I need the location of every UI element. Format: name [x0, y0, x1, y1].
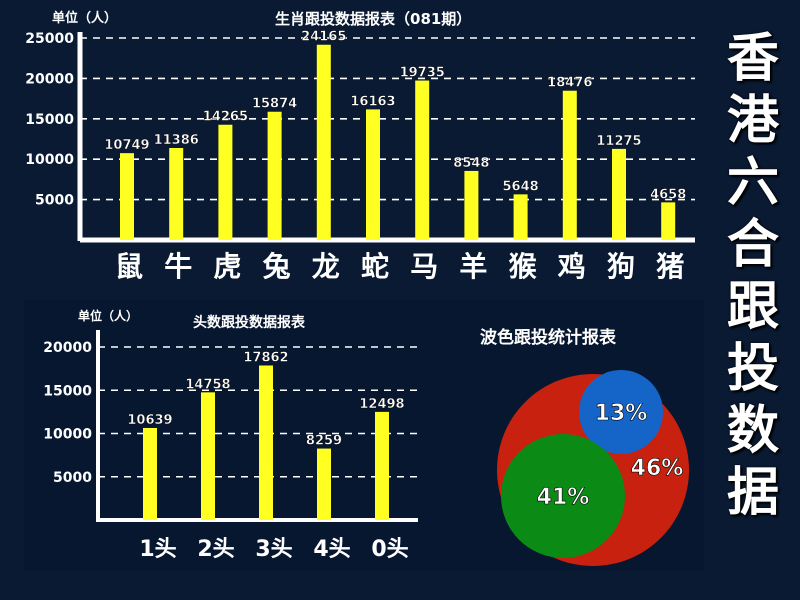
- top-chart-bar: [661, 202, 676, 240]
- side-title-char: 港: [726, 91, 779, 151]
- top-chart-value-label: 11275: [596, 134, 641, 149]
- top-chart-category-label: 牛: [164, 250, 192, 283]
- pie-slice-green: [501, 434, 625, 558]
- bottom-chart-value-label: 17862: [243, 350, 288, 365]
- bottom-chart-value-label: 14758: [185, 377, 230, 392]
- top-chart-value-label: 10749: [104, 138, 149, 153]
- top-chart-value-label: 16163: [350, 94, 395, 109]
- side-title-char: 跟: [726, 277, 779, 337]
- top-chart-bar: [415, 80, 430, 240]
- pie-chart: 波色跟投统计报表 13% 46% 41%: [480, 327, 689, 566]
- top-chart: 生肖跟投数据报表（081期） 单位（人） 5000 10000 15000 20000…: [25, 10, 695, 283]
- pie-slice-blue: [579, 370, 663, 454]
- top-chart-bar: [120, 153, 134, 240]
- top-chart-value-label: 8548: [453, 156, 489, 171]
- top-chart-tick-label: 5000: [35, 193, 74, 209]
- bottom-chart-bar: [143, 427, 157, 520]
- bottom-chart-bar: [259, 365, 273, 520]
- top-chart-tick-label: 20000: [25, 71, 74, 87]
- bottom-chart-category-label: 4头: [313, 537, 350, 562]
- top-chart-value-label: 18476: [547, 76, 592, 91]
- top-chart-tick-label: 15000: [25, 112, 74, 128]
- top-chart-value-label: 14265: [203, 110, 248, 125]
- top-chart-tick-label: 10000: [25, 152, 74, 168]
- side-title: 香 港 六 合 跟 投 数 据: [718, 28, 788, 524]
- top-chart-value-label: 19735: [400, 66, 445, 81]
- top-chart-category-label: 兔: [263, 250, 291, 283]
- top-chart-value-label: 24165: [301, 30, 346, 45]
- top-chart-title: 生肖跟投数据报表（081期）: [275, 10, 471, 28]
- top-chart-bar: [562, 90, 577, 240]
- bottom-chart-tick-label: 5000: [53, 470, 92, 486]
- bottom-chart-bar: [375, 411, 389, 520]
- bottom-chart-category-label: 1头: [139, 537, 176, 562]
- side-title-char: 据: [726, 463, 779, 523]
- side-title-char: 香: [726, 29, 779, 89]
- bottom-chart-value-label: 10639: [127, 413, 172, 428]
- top-chart-bar: [513, 194, 528, 240]
- bottom-chart-value-label: 8259: [306, 434, 342, 449]
- bottom-chart-bar: [317, 448, 331, 520]
- bottom-chart-category-label: 2头: [197, 537, 234, 562]
- top-chart-category-label: 马: [410, 250, 438, 283]
- top-chart-category-label: 鼠: [115, 250, 143, 283]
- top-chart-bar: [612, 148, 626, 240]
- top-chart-bar: [267, 111, 282, 240]
- top-chart-value-label: 5648: [503, 179, 539, 194]
- top-chart-tick-label: 25000: [25, 31, 74, 47]
- bottom-chart-tick-label: 20000: [43, 340, 92, 356]
- side-title-char: 数: [726, 401, 779, 461]
- bottom-chart-title: 头数跟投数据报表: [193, 314, 306, 331]
- top-chart-category-label: 羊: [459, 250, 487, 283]
- side-title-char: 合: [726, 215, 779, 275]
- top-chart-category-label: 猴: [509, 250, 537, 283]
- bottom-chart-tick-label: 15000: [43, 383, 92, 399]
- pie-label-red: 46%: [631, 456, 684, 481]
- bottom-chart-tick-label: 10000: [43, 427, 92, 443]
- top-chart-value-label: 11386: [154, 133, 199, 148]
- top-chart-category-label: 龙: [312, 250, 340, 283]
- top-chart-category-label: 蛇: [361, 250, 389, 283]
- bottom-chart-category-label: 3头: [255, 537, 292, 562]
- top-chart-unit-label: 单位（人）: [52, 10, 117, 26]
- pie-label-blue: 13%: [595, 401, 648, 426]
- pie-label-green: 41%: [537, 485, 590, 510]
- bottom-chart: 头数跟投数据报表 单位（人） 5000 10000 15000 20000 10639…: [43, 308, 418, 562]
- top-chart-category-label: 狗: [607, 250, 635, 283]
- top-chart-category-label: 虎: [213, 250, 241, 283]
- pie-chart-title: 波色跟投统计报表: [480, 327, 617, 348]
- bottom-chart-unit-label: 单位（人）: [78, 308, 138, 323]
- top-chart-category-label: 猪: [656, 250, 684, 283]
- top-chart-bar: [366, 109, 380, 241]
- bottom-chart-bar: [201, 392, 215, 520]
- top-chart-bar: [218, 124, 233, 240]
- side-title-char: 六: [726, 153, 779, 213]
- top-chart-value-label: 4658: [650, 187, 686, 202]
- top-chart-bar: [316, 44, 331, 241]
- bottom-chart-category-label: 0头: [371, 537, 408, 562]
- side-title-char: 投: [726, 339, 779, 399]
- top-chart-bar: [169, 148, 184, 240]
- top-chart-value-label: 15874: [252, 97, 297, 112]
- top-chart-bar: [464, 170, 479, 240]
- top-chart-category-label: 鸡: [557, 250, 586, 283]
- bottom-chart-value-label: 12498: [359, 397, 404, 412]
